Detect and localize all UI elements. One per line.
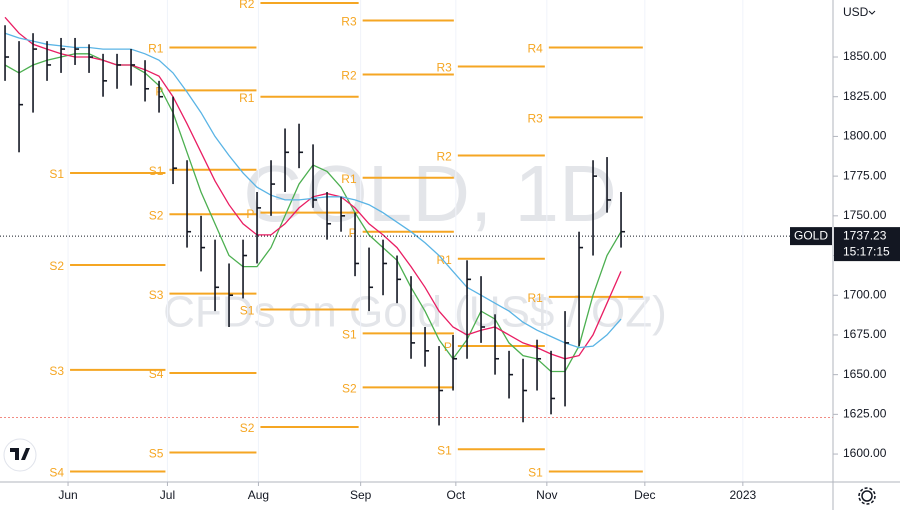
y-tick-label: 1650.00 <box>843 367 887 381</box>
currency-caret[interactable] <box>868 10 876 15</box>
symbol-tag <box>790 227 832 246</box>
pivot-label: S2 <box>240 421 255 435</box>
price-tag <box>834 227 900 262</box>
logo <box>3 438 37 472</box>
pivot-label: S4 <box>49 466 64 480</box>
x-tick-label: 2023 <box>729 488 756 502</box>
x-tick-label: Dec <box>634 488 655 502</box>
y-tick-label: 1825.00 <box>843 89 887 103</box>
pivot-label: R4 <box>527 42 543 56</box>
pivot-label: R3 <box>341 15 357 29</box>
pivot-label: R1 <box>527 291 543 305</box>
y-tick-label: 1800.00 <box>843 129 887 143</box>
countdown-label: 15:17:15 <box>843 244 890 258</box>
pivot-label: P <box>349 226 357 240</box>
y-tick-label: 1625.00 <box>843 407 887 421</box>
pivot-label: S1 <box>342 328 357 342</box>
pivot-label: S1 <box>528 466 543 480</box>
pivot-label: S1 <box>149 164 164 178</box>
settings-icon[interactable] <box>858 487 876 505</box>
x-tick-label: Aug <box>248 488 269 502</box>
pivot-label: S2 <box>49 259 64 273</box>
y-tick-label: 1700.00 <box>843 287 887 301</box>
currency[interactable]: USD <box>843 5 869 19</box>
pivot-label: S4 <box>149 367 164 381</box>
pivot-label: S2 <box>342 382 357 396</box>
pivot-label: S2 <box>149 208 164 222</box>
x-tick-label: Jul <box>160 488 175 502</box>
y-tick-label: 1675.00 <box>843 327 887 341</box>
pivot-label: S5 <box>149 447 164 461</box>
pivot-label: R2 <box>436 150 452 164</box>
watermark-subtitle: CFDs on Gold (US$ / OZ) <box>163 288 667 337</box>
x-tick-label: Nov <box>536 488 557 502</box>
y-tick-label: 1775.00 <box>843 168 887 182</box>
pivot-label: P <box>444 340 452 354</box>
pivot-label: S1 <box>240 304 255 318</box>
y-tick-label: 1600.00 <box>843 446 887 460</box>
pivot-label: S1 <box>49 167 64 181</box>
symbol-tag-label: GOLD <box>794 228 828 242</box>
y-tick-label: 1750.00 <box>843 208 887 222</box>
pivot-label: R2 <box>239 0 255 11</box>
price-tag-label: 1737.23 <box>843 228 887 242</box>
plot: S1 S2 S3 S4 R1 P S1 S2 S3 S4 S5 R2 R1 P S1 S2 R3 R2 R1 P S1 S… <box>0 0 833 482</box>
watermark-title: GOLD, 1D <box>243 149 616 238</box>
pivot-label: S3 <box>149 288 164 302</box>
pivot-label: S3 <box>49 364 64 378</box>
x-tick-label: Oct <box>447 488 466 502</box>
pivot-label: R2 <box>341 69 357 83</box>
pivot-label: P <box>246 207 254 221</box>
pivot-label: R3 <box>527 112 543 126</box>
pivot-label: R1 <box>148 42 164 56</box>
x-tick-label: Sep <box>350 488 372 502</box>
x-tick-label: Jun <box>58 488 77 502</box>
pivot-label: R1 <box>341 172 357 186</box>
y-tick-label: 1850.00 <box>843 49 887 63</box>
pivot-label: R1 <box>239 91 255 105</box>
pivot-label: R3 <box>436 61 452 75</box>
pivot-label: S1 <box>437 443 452 457</box>
